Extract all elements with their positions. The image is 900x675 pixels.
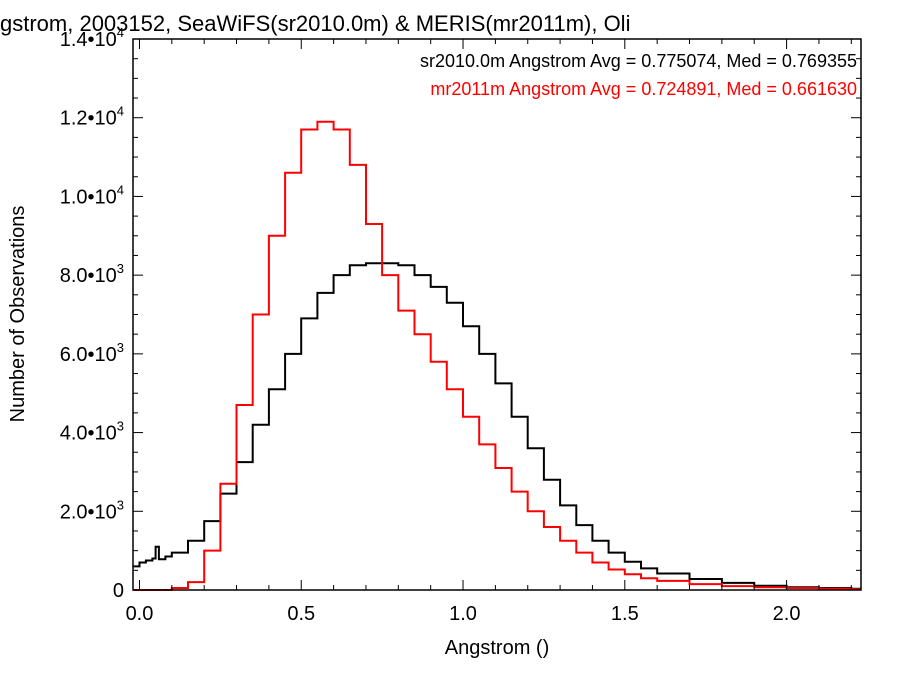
y-tick-label: 1.4•104 xyxy=(60,25,124,51)
x-tick-label: 1.5 xyxy=(611,603,639,625)
x-tick-label: 2.0 xyxy=(773,603,801,625)
y-tick-label: 2.0•103 xyxy=(60,497,124,523)
y-tick-label: 8.0•103 xyxy=(60,261,124,287)
x-axis-title: Angstrom () xyxy=(445,637,549,659)
series-layer xyxy=(133,120,861,591)
y-axis-title: Number of Observations xyxy=(7,206,29,423)
x-tick-label: 0.0 xyxy=(126,603,154,625)
y-tick-label: 1.2•104 xyxy=(60,104,124,130)
chart-title: gstrom, 2003152, SeaWiFS(sr2010.0m) & ME… xyxy=(0,11,630,36)
plot-frame xyxy=(132,38,862,591)
y-tick-label: 1.0•104 xyxy=(60,182,124,208)
legend-entry-meris: mr2011m Angstrom Avg = 0.724891, Med = 0… xyxy=(430,79,857,99)
y-tick-label: 0 xyxy=(113,580,124,602)
x-tick-label: 0.5 xyxy=(287,603,315,625)
legend-entry-seawifs: sr2010.0m Angstrom Avg = 0.775074, Med =… xyxy=(420,51,857,71)
series-line-0 xyxy=(133,262,861,590)
x-tick-label: 1.0 xyxy=(449,603,477,625)
y-tick-label: 6.0•103 xyxy=(60,340,124,366)
series-line-1 xyxy=(133,120,861,591)
ticks-layer: 0.0 0.5 1.0 1.5 2.0 0 2.0•103 4.0•103 6.0•103 8.0… xyxy=(60,25,861,625)
y-tick-label: 4.0•103 xyxy=(60,419,124,445)
